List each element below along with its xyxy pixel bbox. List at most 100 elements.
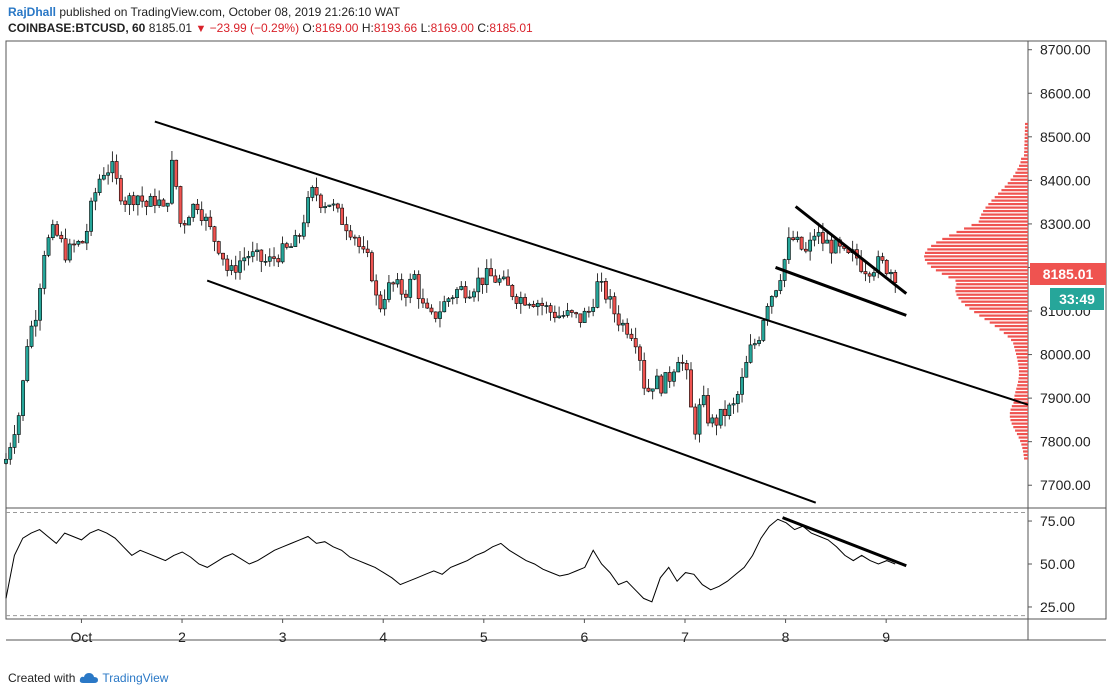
candle-down — [714, 417, 719, 426]
candle-up — [731, 403, 736, 406]
volume-profile-bar — [1015, 352, 1028, 356]
tradingview-logo[interactable]: TradingView — [79, 669, 168, 687]
time-tick-label: 3 — [279, 629, 287, 645]
candle-up — [127, 195, 132, 205]
candle-up — [816, 232, 821, 237]
candle-up — [769, 296, 774, 307]
volume-profile-bar — [1001, 189, 1028, 192]
volume-profile-bar — [991, 199, 1028, 202]
candle-down — [374, 280, 379, 296]
candle-up — [412, 274, 417, 280]
volume-profile-bar — [1013, 398, 1028, 401]
candle-up — [238, 260, 242, 273]
candle-up — [25, 346, 30, 381]
oscillator-tick-label: 50.00 — [1040, 556, 1075, 572]
close-value: 8185.01 — [489, 21, 533, 35]
volume-profile-bar — [1024, 129, 1028, 133]
candle-down — [574, 312, 579, 315]
candle-down — [638, 346, 642, 361]
candle-down — [416, 274, 421, 300]
candle-down — [216, 241, 221, 254]
volume-profile-bar — [1024, 143, 1028, 146]
candle-up — [757, 340, 761, 344]
volume-profile-bar — [999, 328, 1028, 331]
candle-up — [833, 239, 838, 254]
rsi-divergence-trendline[interactable] — [782, 516, 907, 568]
symbol-label[interactable]: COINBASE:BTCUSD, 60 — [8, 21, 146, 35]
chart-header: RajDhall published on TradingView.com, O… — [8, 4, 1105, 38]
candle-down — [723, 408, 727, 417]
oscillator-tick-label: 75.00 — [1040, 513, 1075, 529]
time-tick-label: 6 — [580, 629, 588, 645]
candle-down — [114, 161, 119, 179]
volume-profile-bar — [1010, 419, 1028, 422]
candle-up — [135, 195, 140, 206]
candle-up — [459, 286, 464, 290]
candle-down — [340, 207, 345, 225]
candle-down — [586, 310, 591, 313]
candle-up — [46, 237, 51, 256]
volume-profile-bar — [1013, 342, 1028, 345]
candle-up — [472, 291, 476, 298]
footer: Created with TradingView — [8, 669, 168, 687]
volume-profile-bar — [994, 324, 1028, 328]
candle-down — [880, 256, 885, 261]
volume-profile-bar — [1009, 415, 1028, 418]
volume-profile-bar — [1021, 157, 1028, 160]
volume-profile-bar — [1018, 377, 1028, 380]
candle-down — [863, 271, 868, 275]
candle-down — [348, 230, 353, 238]
volume-profile-bar — [942, 237, 1028, 241]
candle-up — [157, 199, 162, 206]
candle-up — [267, 256, 272, 262]
candle-up — [263, 260, 268, 263]
volume-profile-bar — [971, 223, 1028, 227]
candle-up — [12, 434, 17, 448]
candle-up — [8, 447, 13, 460]
candle-up — [323, 206, 327, 209]
candle-up — [778, 280, 783, 291]
candle-down — [361, 246, 366, 250]
wedge-upper-trendline[interactable] — [794, 205, 908, 295]
candle-down — [318, 194, 323, 209]
volume-profile-bar — [1016, 356, 1028, 359]
candle-down — [667, 372, 672, 382]
price-tick-label: 8500.00 — [1040, 129, 1091, 145]
candle-up — [76, 241, 81, 245]
channel-lower-trendline[interactable] — [206, 279, 817, 504]
candle-down — [118, 178, 123, 202]
candle-up — [591, 307, 596, 312]
candle-up — [608, 296, 613, 300]
candle-up — [812, 235, 817, 241]
candle-down — [433, 311, 438, 319]
candle-down — [680, 361, 685, 364]
wedge-lower-trendline[interactable] — [775, 266, 907, 317]
candle-down — [212, 226, 217, 242]
volume-profile-bar — [956, 230, 1028, 234]
candle-up — [42, 255, 47, 289]
volume-profile-bar — [994, 196, 1028, 199]
candle-up — [599, 280, 604, 283]
candle-down — [693, 406, 698, 435]
candle-down — [153, 195, 157, 206]
time-tick-label: 8 — [782, 629, 790, 645]
candle-up — [21, 380, 25, 416]
author-name[interactable]: RajDhall — [8, 5, 57, 19]
candle-up — [561, 315, 566, 317]
volume-profile-bar — [978, 220, 1028, 223]
candle-down — [399, 279, 404, 295]
candle-down — [131, 195, 136, 206]
volume-profile-bar — [955, 290, 1028, 293]
candle-down — [480, 277, 485, 286]
candle-up — [467, 296, 472, 299]
candle-up — [101, 174, 106, 180]
candle-up — [663, 372, 668, 394]
candle-down — [552, 311, 557, 319]
channel-upper-trendline[interactable] — [154, 120, 1029, 406]
volume-profile-bar — [924, 255, 1028, 258]
open-label: O: — [302, 21, 316, 35]
open-value: 8169.00 — [315, 21, 359, 35]
candle-up — [655, 375, 659, 390]
volume-profile-bar — [1018, 436, 1028, 439]
